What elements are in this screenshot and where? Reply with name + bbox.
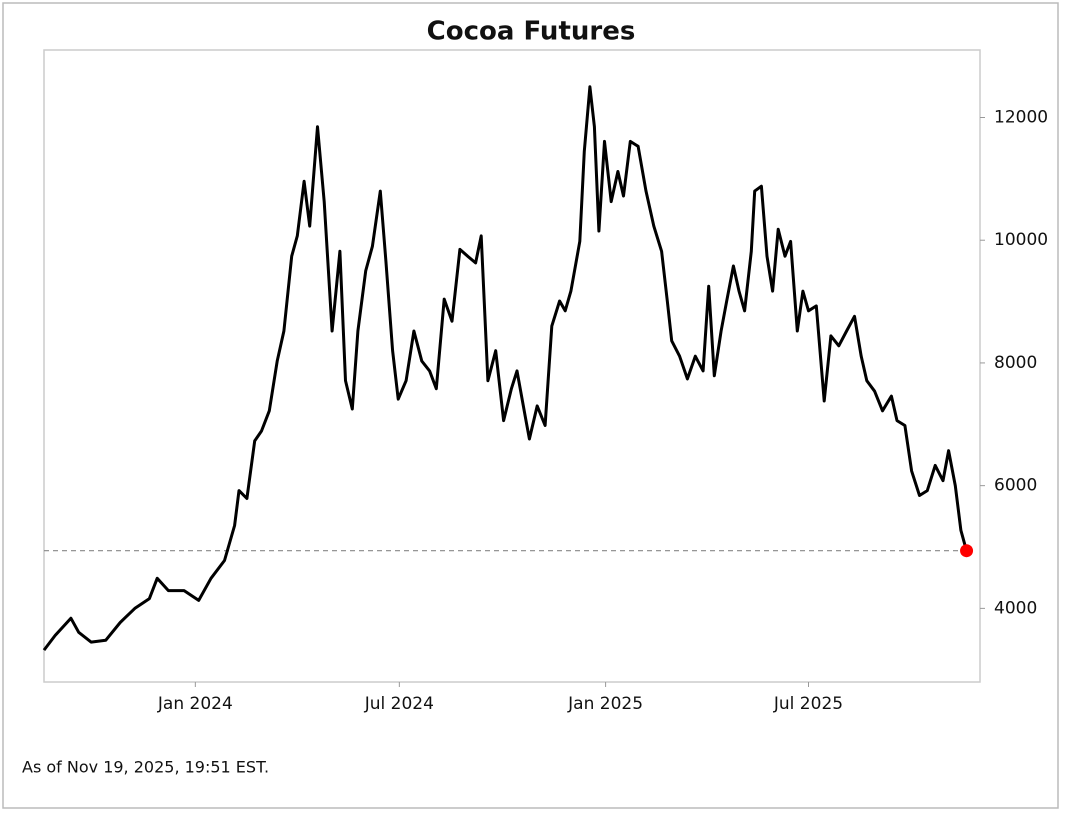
- y-tick-label: 4000: [994, 598, 1037, 618]
- x-tick-label: Jan 2025: [567, 694, 643, 714]
- x-tick-label: Jan 2024: [157, 694, 233, 714]
- y-tick-label: 6000: [994, 476, 1037, 496]
- x-tick-label: Jul 2024: [364, 694, 434, 714]
- plot-area: [43, 49, 981, 683]
- y-tick-label: 12000: [994, 107, 1048, 127]
- chart-title: Cocoa Futures: [427, 17, 636, 47]
- last-point: [960, 544, 974, 558]
- y-tick-label: 10000: [994, 230, 1048, 250]
- x-tick-label: Jul 2025: [773, 694, 843, 714]
- y-tick-label: 8000: [994, 353, 1037, 373]
- frame: [2, 2, 1059, 809]
- footnote: As of Nov 19, 2025, 19:51 EST.: [22, 758, 269, 777]
- price-line: [42, 85, 968, 652]
